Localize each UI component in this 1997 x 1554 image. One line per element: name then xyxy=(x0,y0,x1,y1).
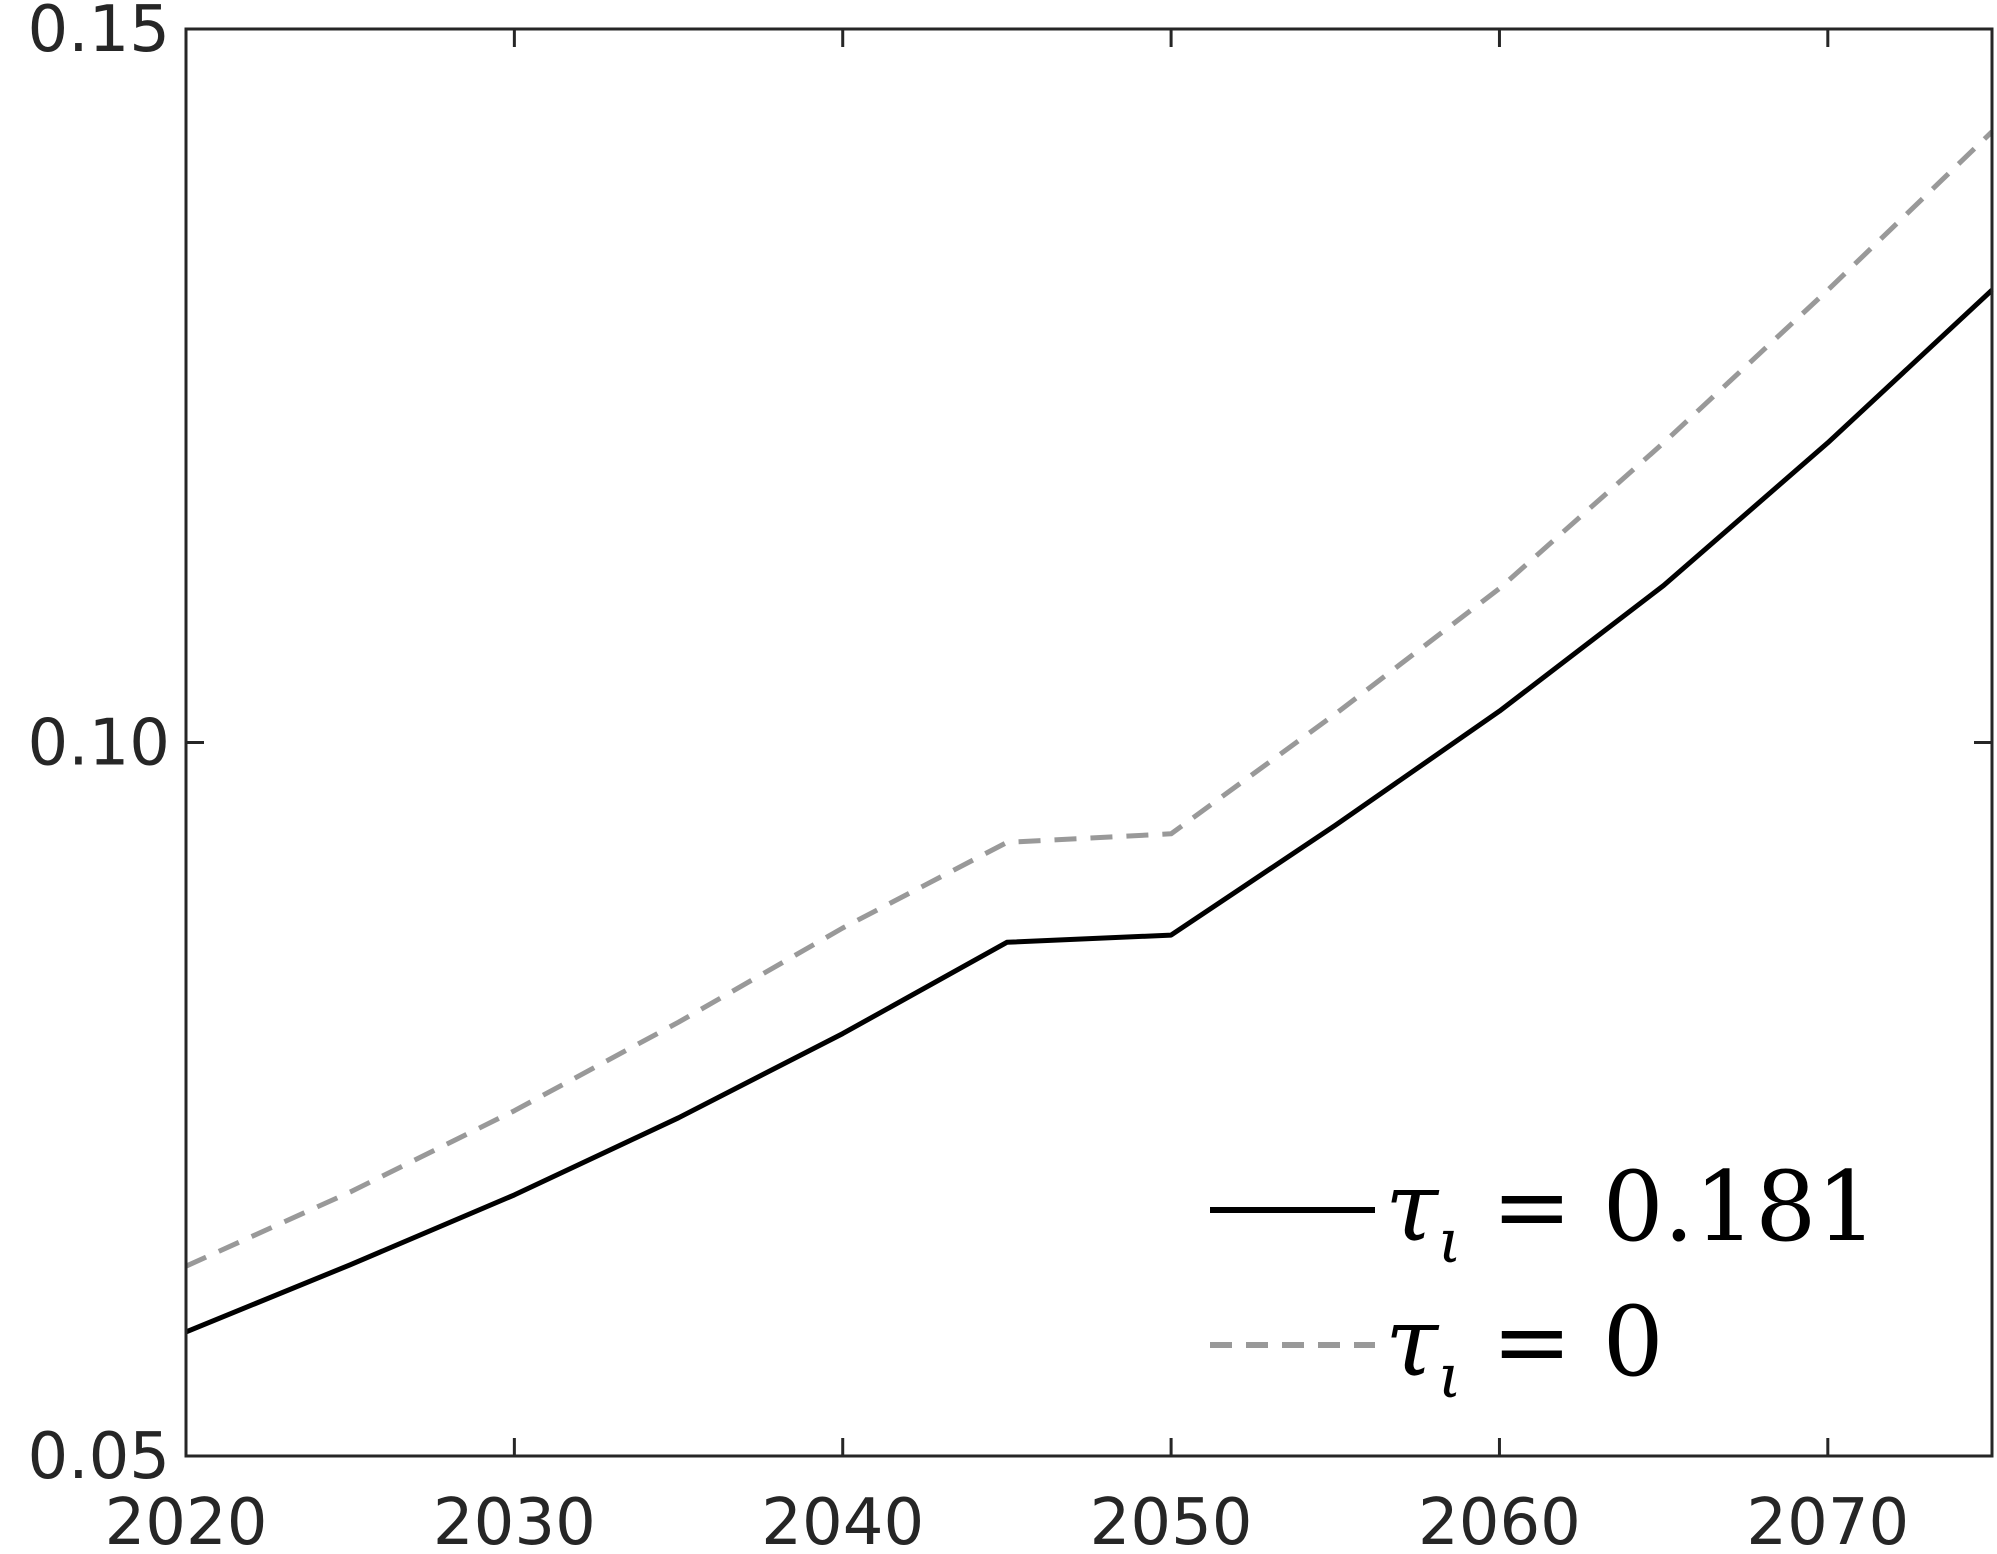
legend-value: = 0.181 xyxy=(1492,1151,1878,1263)
x-tick-label: 2060 xyxy=(1418,1486,1581,1554)
legend: τι = 0.181 τι = 0 xyxy=(1210,1151,1877,1412)
series-line-1 xyxy=(184,129,1994,1269)
legend-symbol: τ xyxy=(1385,1286,1440,1398)
plot-area xyxy=(186,29,1992,1456)
legend-subscript: ι xyxy=(1438,1207,1462,1277)
legend-subscript: ι xyxy=(1438,1342,1462,1412)
legend-label-tau-0181: τι = 0.181 xyxy=(1385,1151,1877,1277)
y-tick-label: 0.15 xyxy=(28,0,171,67)
y-tick-label: 0.05 xyxy=(28,1420,171,1494)
x-tick-label: 2020 xyxy=(105,1486,268,1554)
series-layer xyxy=(184,129,1994,1335)
x-tick-label: 2050 xyxy=(1090,1486,1253,1554)
legend-symbol: τ xyxy=(1385,1151,1440,1263)
x-tick-label: 2030 xyxy=(433,1486,596,1554)
legend-label-tau-0: τι = 0 xyxy=(1385,1286,1664,1412)
plot-border xyxy=(184,27,1994,1458)
legend-value: = 0 xyxy=(1492,1286,1664,1398)
x-tick-labels: 2020 2030 2040 2050 2060 2070 xyxy=(105,1486,1910,1554)
x-tick-label: 2070 xyxy=(1746,1486,1909,1554)
series-line-0 xyxy=(185,288,1994,1335)
y-tick-labels: 0.05 0.10 0.15 xyxy=(28,0,171,1494)
x-tick-label: 2040 xyxy=(761,1486,924,1554)
y-tick-label: 0.10 xyxy=(28,707,171,781)
